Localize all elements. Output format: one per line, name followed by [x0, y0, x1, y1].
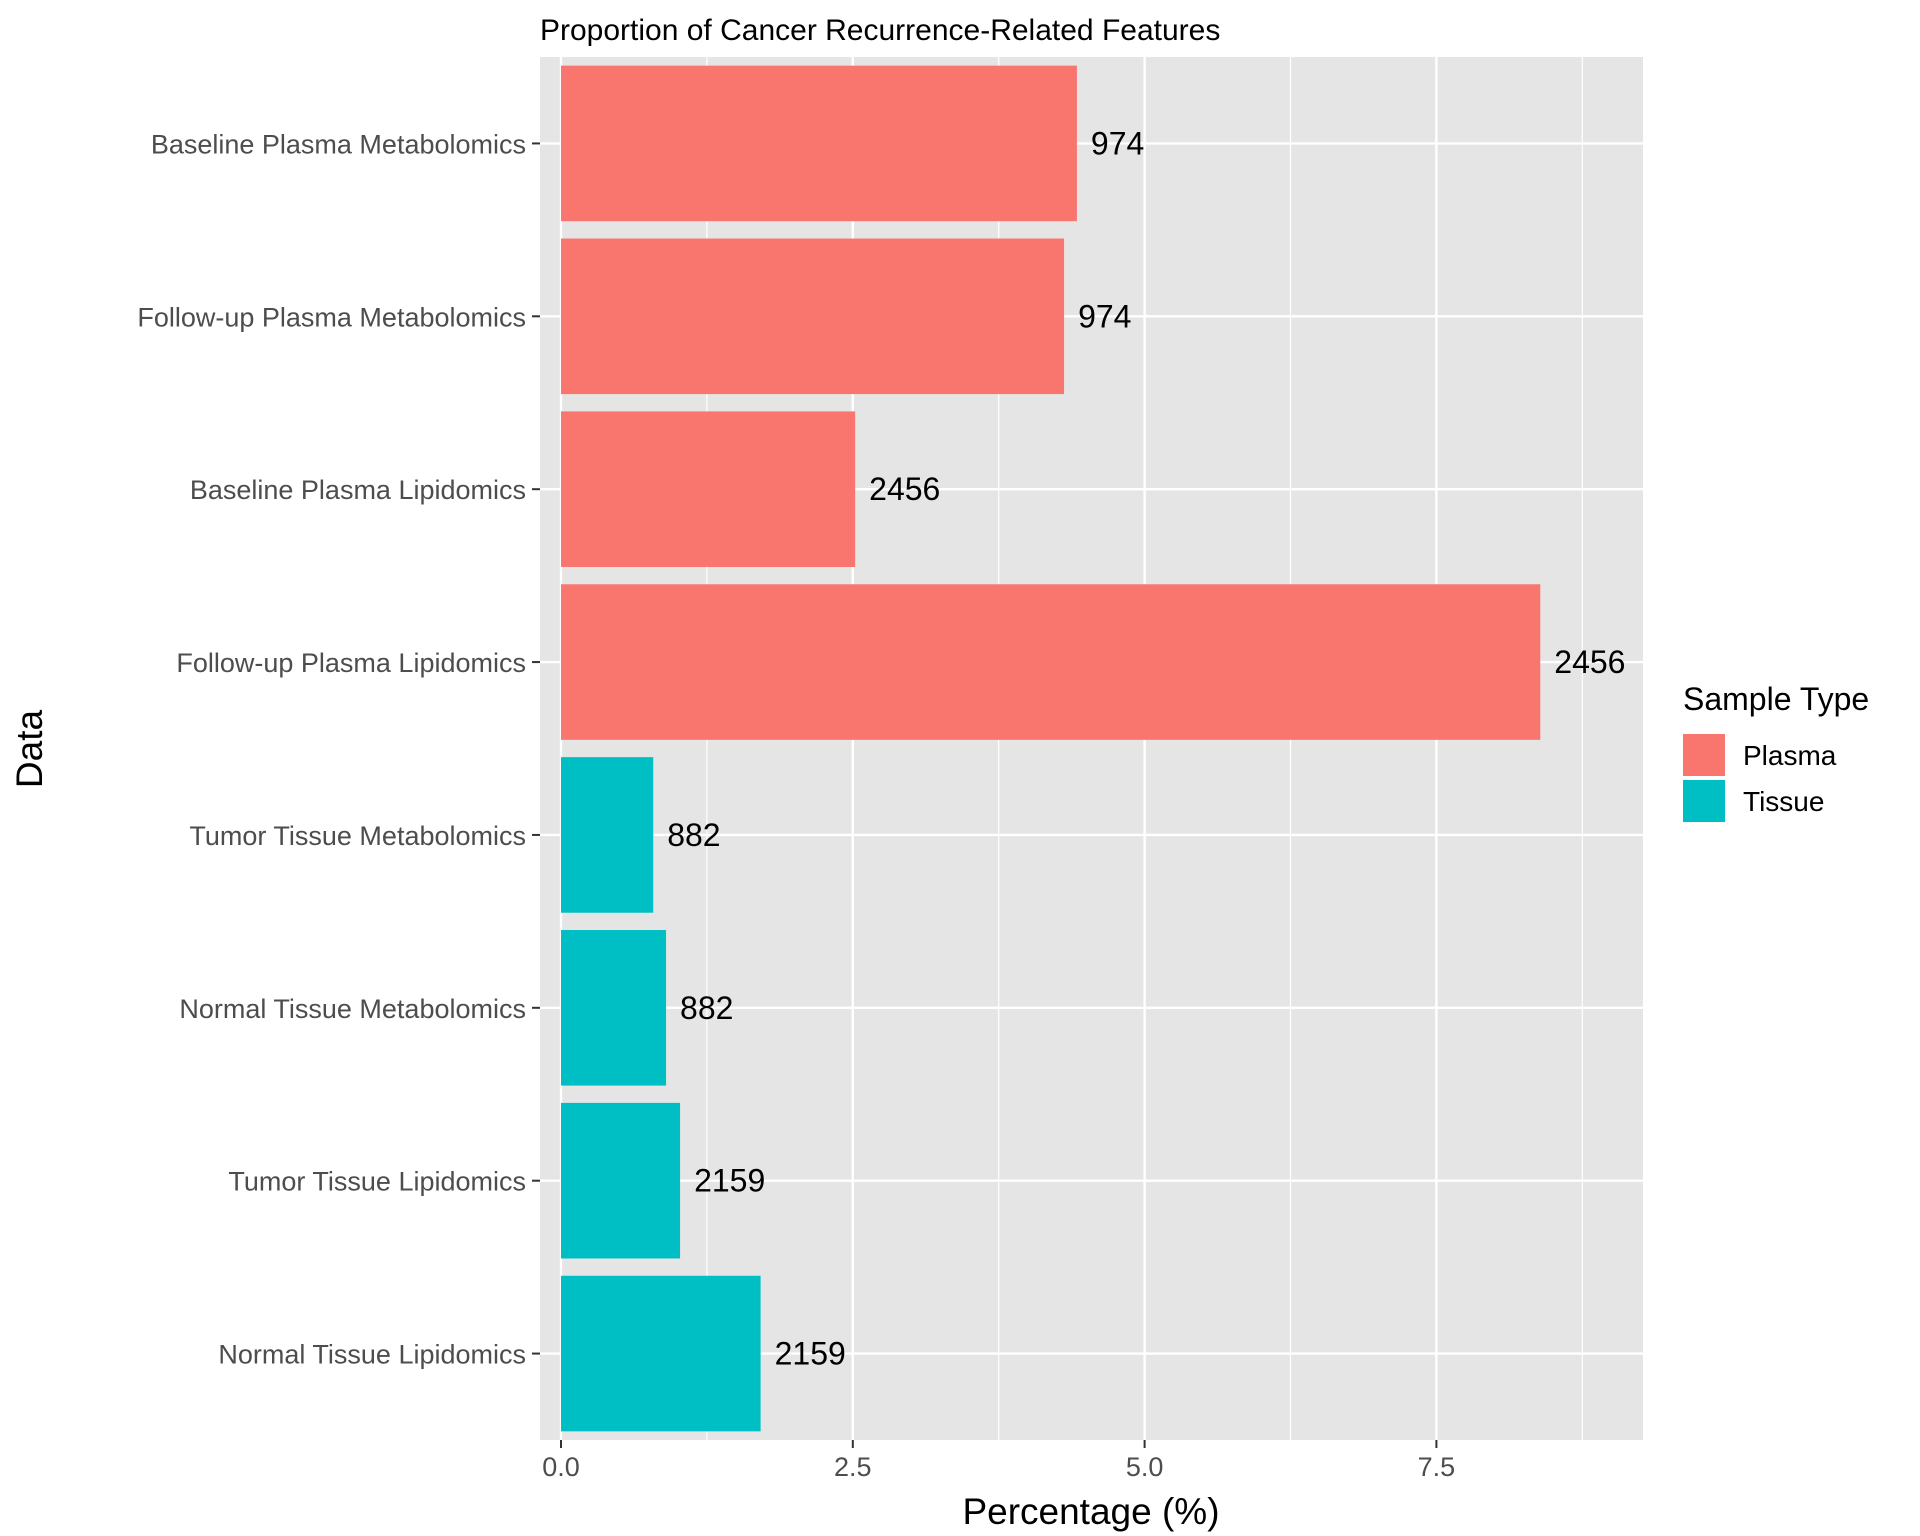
y-tick-label: Baseline Plasma Lipidomics: [190, 475, 526, 505]
data-labels: 974 974 2456 2456 882 882 2159 2159: [667, 125, 1625, 1371]
bar: [561, 411, 856, 567]
legend-title: Sample Type: [1683, 681, 1869, 717]
x-tick-label: 5.0: [1126, 1452, 1164, 1482]
y-tick-label: Baseline Plasma Metabolomics: [151, 129, 526, 159]
y-tick-label: Follow-up Plasma Metabolomics: [137, 302, 526, 332]
x-axis-title: Percentage (%): [962, 1491, 1219, 1532]
bar-value-label: 2159: [694, 1163, 765, 1199]
bar-value-label: 974: [1078, 298, 1131, 334]
x-axis: 0.0 2.5 5.0 7.5: [542, 1440, 1455, 1482]
x-tick-label: 7.5: [1418, 1452, 1456, 1482]
legend: Sample Type Plasma Tissue: [1683, 681, 1869, 822]
bars: [561, 65, 1541, 1432]
bar-value-label: 974: [1091, 125, 1144, 161]
legend-label: Tissue: [1743, 786, 1824, 817]
y-tick-label: Tumor Tissue Metabolomics: [189, 821, 526, 851]
y-tick-label: Tumor Tissue Lipidomics: [228, 1167, 526, 1197]
y-axis-title: Data: [9, 710, 50, 789]
bar: [561, 1275, 761, 1432]
y-tick-label: Normal Tissue Metabolomics: [179, 994, 526, 1024]
y-tick-label: Normal Tissue Lipidomics: [218, 1340, 526, 1370]
legend-swatch: [1683, 734, 1725, 776]
x-tick-label: 0.0: [542, 1452, 580, 1482]
legend-swatch: [1683, 780, 1725, 822]
bar: [561, 757, 654, 913]
x-tick-label: 2.5: [834, 1452, 872, 1482]
bar-value-label: 2159: [775, 1336, 846, 1372]
bar: [561, 930, 667, 1086]
legend-label: Plasma: [1743, 740, 1837, 771]
bar-value-label: 2456: [869, 471, 940, 507]
bar: [561, 65, 1077, 222]
bar-value-label: 2456: [1554, 644, 1625, 680]
y-axis: Baseline Plasma Metabolomics Follow-up Pl…: [137, 129, 540, 1370]
bar-value-label: 882: [667, 817, 720, 853]
chart-title: Proportion of Cancer Recurrence-Related …: [540, 14, 1220, 47]
bar: [561, 238, 1065, 395]
bar-value-label: 882: [680, 990, 733, 1026]
y-tick-label: Follow-up Plasma Lipidomics: [176, 648, 526, 678]
bar: [561, 584, 1541, 740]
bar: [561, 1102, 681, 1259]
